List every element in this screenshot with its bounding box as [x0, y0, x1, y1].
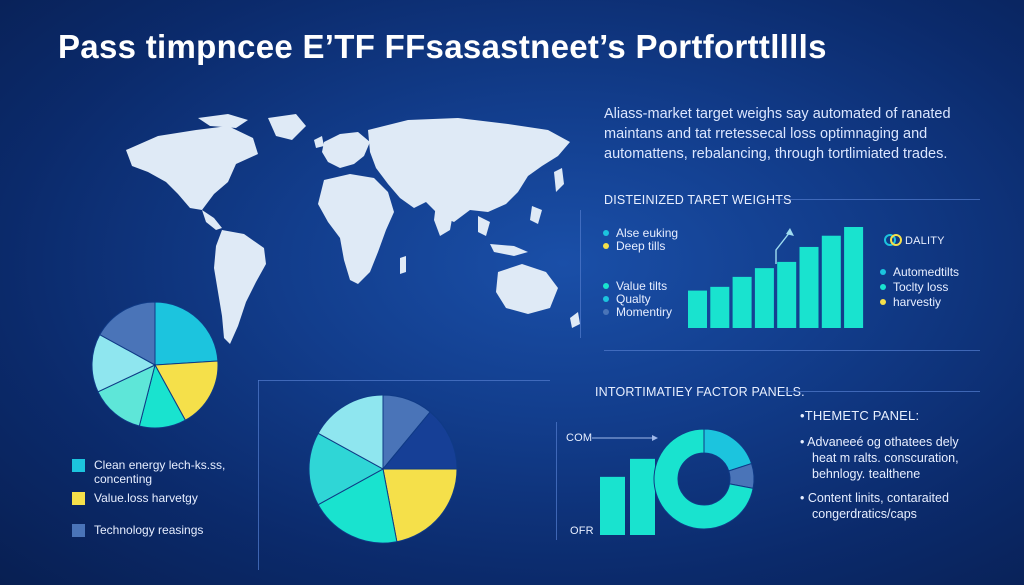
legend-label: Value tilts [616, 279, 668, 293]
legend-item: Momentiry [603, 305, 672, 319]
legend-item: Deep tills [603, 239, 665, 253]
thematic-bullet: • Content linits, contaraited congerdrat… [800, 490, 949, 522]
pie-slice [154, 301, 219, 366]
pie-slice [154, 360, 219, 421]
legend-item: Qualty [603, 292, 651, 306]
target-weights-heading: DISTEINIZED TARET WEIGHTS [604, 193, 792, 207]
legend-item: Automedtilts [880, 265, 959, 279]
legend-label: Technology reasings [94, 523, 204, 537]
bar [799, 246, 819, 328]
legend-text: Clean energy lech-ks.ss, concenting [94, 458, 225, 486]
pie-slice [99, 301, 156, 366]
center-panel-top-rule [258, 380, 550, 381]
pie-slice [97, 364, 156, 427]
bar [710, 286, 730, 328]
bar [821, 235, 841, 328]
bar [754, 268, 774, 328]
center-pie-chart [308, 394, 458, 544]
legend-label: harvestiy [893, 295, 942, 309]
factor-donut-chart [653, 428, 755, 530]
legend-label: Toclty loss [893, 280, 949, 294]
bullet-line: behnlogy. tealthene [812, 467, 921, 481]
factor-bar-chart [600, 458, 655, 535]
bullet-line: congerdratics/caps [812, 507, 917, 521]
legend-dot [603, 296, 609, 302]
factor-panel-rule [780, 391, 980, 392]
quality-badge-icon [884, 234, 902, 246]
legend-label: Alse euking [616, 226, 679, 240]
legend-dot [603, 283, 609, 289]
center-panel-left-rule [258, 380, 259, 570]
thematic-panel-heading: •THEMETC PANEL: [800, 408, 920, 423]
intro-text: Aliass-market target weighs say automate… [604, 104, 951, 164]
legend-swatch [72, 523, 85, 537]
legend-label: Value.loss harvetgy [94, 491, 198, 505]
pie-slice [308, 432, 385, 506]
intro-line: automattens, rebalancing, through tortli… [604, 146, 948, 162]
trend-arrow [775, 228, 794, 264]
intro-line: Aliass-market target weighs say automate… [604, 106, 951, 122]
legend-swatch [72, 491, 85, 505]
bullet-line: • Advaneeé og othatees dely [800, 435, 959, 449]
bullet-line: heat m ralts. conscuration, [812, 451, 959, 465]
pie-slice [317, 468, 398, 544]
left-legend-item: Clean energy lech-ks.ss, concenting [72, 458, 225, 486]
legend-dot [880, 299, 886, 305]
world-map [126, 114, 580, 344]
pie-slice [653, 428, 754, 530]
pie-slice [91, 333, 157, 393]
bar [732, 276, 752, 328]
pie-slice [703, 428, 753, 472]
target-weights-bar-chart [688, 226, 864, 328]
bar [630, 458, 655, 535]
legend-dot [603, 230, 609, 236]
left-legend-item: Value.loss harvetgy [72, 491, 198, 505]
factor-label-top: COM [566, 432, 593, 444]
pie-slice [382, 468, 458, 543]
target-weights-left-rule [580, 210, 581, 338]
factor-pointer-line [592, 435, 658, 441]
legend-dot [603, 309, 609, 315]
legend-sublabel: concenting [94, 472, 153, 486]
legend-dot [880, 284, 886, 290]
bar [600, 476, 625, 535]
legend-dot [603, 243, 609, 249]
legend-swatch [72, 459, 85, 472]
legend-dot [880, 269, 886, 275]
bar [777, 261, 797, 328]
factor-label-bottom: OFR [570, 525, 594, 537]
left-legend-item: Technology reasings [72, 523, 203, 537]
thematic-bullet: • Advaneeé og othatees dely heat m ralts… [800, 434, 959, 482]
intro-line: maintans and tat rretessecal loss optimn… [604, 126, 928, 142]
bullet-line: • Content linits, contaraited [800, 491, 949, 505]
factor-panel-heading: INTORTIMATIEY FACTOR PANELS. [595, 385, 805, 399]
bar [844, 226, 864, 328]
legend-item: Toclty loss [880, 280, 948, 294]
target-weights-bottom-rule [604, 350, 980, 351]
legend-item: Value tilts [603, 279, 667, 293]
left-pie-chart [91, 301, 219, 429]
legend-label: Deep tills [616, 239, 666, 253]
legend-item: Alse euking [603, 226, 678, 240]
page-title: Pass timpncee E’TF FFsasastneet’s Portfo… [58, 28, 827, 65]
legend-label: Momentiry [616, 305, 673, 319]
bar [688, 290, 707, 328]
pie-slice [381, 411, 458, 470]
pie-slice [317, 394, 384, 470]
legend-label: Qualty [616, 292, 651, 306]
legend-item: harvestiy [880, 295, 941, 309]
legend-label: Automedtilts [893, 265, 960, 279]
quality-badge-label: DALITY [905, 235, 945, 247]
factor-axis-line [556, 422, 557, 540]
target-weights-top-rule [770, 199, 980, 200]
legend-label: Clean energy lech-ks.ss, [94, 458, 226, 472]
